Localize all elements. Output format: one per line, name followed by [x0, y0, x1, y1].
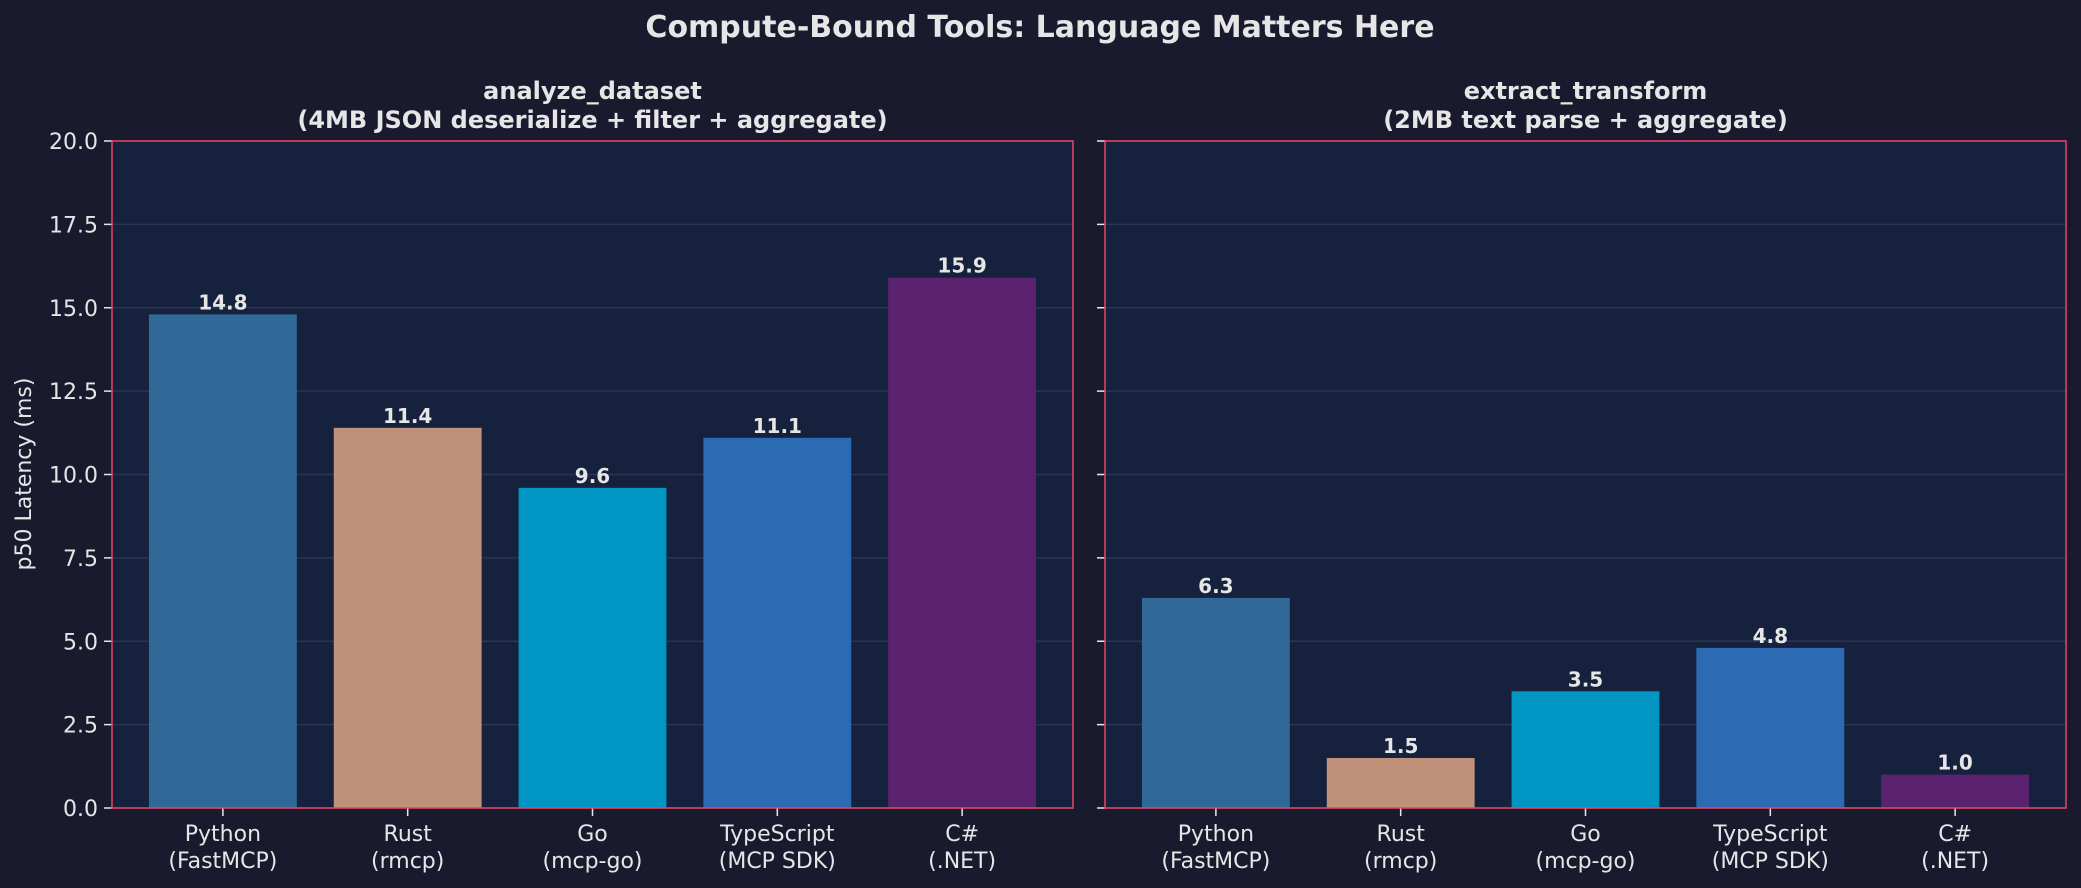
x-tick-sublabel: (MCP SDK) [1712, 849, 1829, 874]
bar-value-label: 14.8 [198, 290, 247, 314]
y-tick-label: 10.0 [49, 464, 98, 489]
panel-subtitle: (2MB text parse + aggregate) [1383, 106, 1788, 134]
bar-value-label: 4.8 [1753, 624, 1788, 648]
bar-value-label: 6.3 [1198, 574, 1233, 598]
plot-frame [1104, 140, 2067, 809]
x-tick-sublabel: (rmcp) [371, 849, 444, 874]
bar-value-label: 15.9 [937, 254, 986, 278]
bar-typescript [1696, 647, 1845, 808]
bar-go [1511, 691, 1660, 808]
bar-go [518, 487, 667, 808]
x-tick-label: Python [1178, 822, 1254, 847]
x-tick-sublabel: (mcp-go) [1535, 849, 1635, 874]
bar-python [148, 314, 297, 808]
bar-c- [888, 277, 1037, 808]
y-tick-label: 0.0 [63, 797, 98, 822]
x-tick-label: Rust [1377, 822, 1426, 847]
x-tick-sublabel: (MCP SDK) [719, 849, 836, 874]
x-tick-sublabel: (.NET) [1921, 849, 1989, 874]
panel-1: analyze_dataset(4MB JSON deserialize + f… [49, 77, 1074, 874]
chart-suptitle: Compute-Bound Tools: Language Matters He… [645, 10, 1434, 45]
bar-value-label: 1.0 [1937, 751, 1972, 775]
x-tick-label: C# [1938, 822, 1972, 847]
x-tick-sublabel: (FastMCP) [168, 849, 277, 874]
y-axis-label: p50 Latency (ms) [12, 378, 37, 571]
y-tick-label: 5.0 [63, 630, 98, 655]
bar-value-label: 11.4 [383, 404, 432, 428]
bar-typescript [703, 437, 852, 808]
y-tick-label: 15.0 [49, 297, 98, 322]
chart-panels: analyze_dataset(4MB JSON deserialize + f… [49, 77, 2067, 874]
panel-subtitle: (4MB JSON deserialize + filter + aggrega… [297, 106, 887, 134]
bar-rust [1326, 757, 1475, 808]
plot-frame [111, 140, 1074, 809]
y-tick-label: 2.5 [63, 714, 98, 739]
x-tick-sublabel: (mcp-go) [542, 849, 642, 874]
x-tick-label: TypeScript [1712, 822, 1828, 847]
x-tick-label: Python [185, 822, 261, 847]
bar-python [1141, 597, 1290, 808]
bar-value-label: 3.5 [1568, 667, 1603, 691]
x-tick-label: Rust [384, 822, 433, 847]
y-tick-label: 20.0 [49, 130, 98, 155]
x-tick-sublabel: (.NET) [928, 849, 996, 874]
x-tick-label: Go [577, 822, 608, 847]
bar-value-label: 9.6 [575, 464, 610, 488]
bar-value-label: 1.5 [1383, 734, 1418, 758]
panel-title: extract_transform [1464, 77, 1708, 105]
x-tick-label: C# [945, 822, 979, 847]
y-tick-label: 12.5 [49, 380, 98, 405]
y-tick-label: 17.5 [49, 213, 98, 238]
panel-title: analyze_dataset [483, 77, 702, 105]
x-tick-label: TypeScript [719, 822, 835, 847]
x-tick-sublabel: (FastMCP) [1161, 849, 1270, 874]
bar-value-label: 11.1 [753, 414, 802, 438]
x-tick-label: Go [1570, 822, 1601, 847]
bar-c- [1881, 774, 2030, 808]
panel-2: extract_transform(2MB text parse + aggre… [1097, 77, 2067, 874]
bar-rust [333, 427, 482, 808]
x-tick-sublabel: (rmcp) [1364, 849, 1437, 874]
y-tick-label: 7.5 [63, 547, 98, 572]
